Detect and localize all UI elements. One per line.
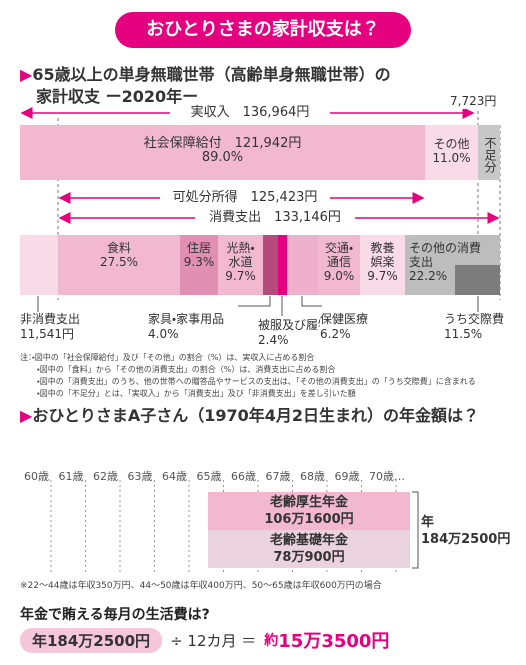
age-label: 63歳 <box>127 470 153 483</box>
prefix: 約 <box>264 633 279 649</box>
label: その他の消費 <box>409 241 482 255</box>
social-segment <box>455 265 500 295</box>
label: 水道 <box>228 255 253 269</box>
note: ・図中の「食料」から「その他の消費支出」の割合（%）は、消費支出に占める割合 <box>37 365 336 374</box>
pension-total: 年 184万2500円 <box>421 514 510 548</box>
expense-segment: 教養 娯楽 9.7% <box>360 235 405 295</box>
amount: 184万2500円 <box>421 532 511 547</box>
notes: 注：・図中の「社会保障給付」及び「その他」の割合（%）は、実収入に占める割合 ・… <box>20 352 476 400</box>
share: 9.0% <box>323 269 355 283</box>
below-label: うち交際費 11.5% <box>444 312 505 342</box>
header-title: おひとりさまの家計収支は？ <box>115 12 411 48</box>
income-segment: 社会保障給付 121,942円 89.0% <box>20 125 425 180</box>
share: 89.0% <box>201 150 244 165</box>
name: 老齢基礎年金 <box>269 533 348 548</box>
value: 4.0% <box>148 327 179 341</box>
expense-segment: 交通・ 通信 9.0% <box>318 235 360 295</box>
amount: 106万1600円 <box>264 512 354 527</box>
expense-segment: 住居 9.3% <box>180 235 218 295</box>
result: 15万3500円 <box>278 631 390 652</box>
value: 11.5% <box>444 327 483 341</box>
label: 保健医療 <box>320 312 369 326</box>
label: 教養 <box>370 241 395 255</box>
label: 交通・ <box>324 241 354 255</box>
clothing-segment <box>278 235 287 295</box>
bracket <box>412 491 419 569</box>
benefit: 老齢厚生年金 106万1600円 <box>208 492 410 530</box>
label: 支出 <box>409 255 434 269</box>
label: 家具・家事用品 <box>148 312 225 326</box>
name: 老齢厚生年金 <box>269 495 348 510</box>
age-label: 70歳… <box>369 470 405 483</box>
share: 22.2% <box>409 269 448 283</box>
expense-segment: 光熱・ 水道 9.7% <box>218 235 263 295</box>
label: 食料 <box>106 241 131 255</box>
section-title: ▶65歳以上の単身無職世帯（高齢単身無職世帯）の 家計収支 ー2020年ー <box>20 64 391 108</box>
note: ・図中の「消費支出」のうち、他の世帯への贈答品やサービスの支出は、「その他の消費… <box>37 377 476 386</box>
share: 27.5% <box>99 255 139 269</box>
age-label: 62歳 <box>93 470 118 483</box>
age-label: 64歳 <box>162 470 187 483</box>
label: 年 <box>421 515 435 530</box>
shortfall-segment: 不足分 <box>478 125 500 180</box>
title-line: 65歳以上の単身無職世帯（高齢単身無職世帯）の <box>32 65 391 84</box>
non-consumption-segment <box>20 235 58 295</box>
expense-segment: 食料 27.5% <box>58 235 180 295</box>
consumption-total: 消費支出 133,146円 <box>195 210 355 226</box>
leader <box>238 296 271 307</box>
age-label: 67歳 <box>265 470 291 483</box>
label: 住居 <box>186 241 211 255</box>
label: 光熱・ <box>226 241 255 255</box>
footnote: ※22～44歳は年収350万円、44～50歳は年収400万円、50～65歳は年収… <box>20 581 382 591</box>
label: 娯楽 <box>370 255 395 269</box>
share: 9.7% <box>367 269 398 283</box>
below-label: 家具・家事用品 4.0% <box>148 312 225 342</box>
below-label: 保健医療 6.2% <box>320 312 369 342</box>
note: ・図中の「不足分」とは、「実収入」から「消費支出」及び「非消費支出」を差し引いた… <box>37 389 356 398</box>
title: おひとりさまA子さん（1970年4月2日生まれ）の年金額は？ <box>32 406 480 425</box>
below-label: 被服及び履物 2.4% <box>258 318 331 348</box>
furniture-segment <box>263 235 278 295</box>
divisor: ÷ 12カ月 ＝ <box>170 631 257 650</box>
leader <box>301 296 322 307</box>
share: 11.0% <box>432 151 471 165</box>
annual: 年184万2500円 <box>20 627 163 653</box>
label: 非消費支出 <box>20 312 81 326</box>
calc: 年184万2500円 ÷ 12カ月 ＝ 約 15万3500円 <box>20 627 390 653</box>
marker: ▶ <box>20 406 33 425</box>
age-label: 61歳 <box>58 470 84 483</box>
label: その他 <box>433 137 470 151</box>
label: うち交際費 <box>444 312 505 326</box>
health-segment <box>287 235 318 295</box>
note: 注：・図中の「社会保障給付」及び「その他」の割合（%）は、実収入に占める割合 <box>20 353 315 362</box>
share: 9.3% <box>183 255 215 269</box>
value: 2.4% <box>258 333 289 347</box>
question: 年金で賄える毎月の生活費は? <box>20 607 210 623</box>
benefit: 老齢基礎年金 78万900円 <box>208 530 410 568</box>
title-line: 家計収支 ー2020年ー <box>36 87 199 106</box>
shortfall-amount: 7,723円 <box>450 92 497 109</box>
label: 被服及び履物 <box>258 318 331 332</box>
amount: 78万900円 <box>273 550 345 565</box>
age-label: 66歳 <box>231 470 256 483</box>
disposable: 可処分所得 125,423円 <box>160 190 330 206</box>
age-label: 69歳 <box>334 470 360 483</box>
label: 社会保障給付 121,942円 <box>143 136 302 151</box>
age-label: 65歳 <box>196 470 222 483</box>
leaders <box>37 296 479 316</box>
income-segment: その他 11.0% <box>425 125 478 180</box>
value: 6.2% <box>320 327 351 341</box>
marker: ▶ <box>20 65 33 84</box>
below-label: 非消費支出 11,541円 <box>20 312 81 342</box>
age-label: 68歳 <box>300 470 325 483</box>
age-label: 60歳 <box>24 470 49 483</box>
share: 9.7% <box>225 269 256 283</box>
label: 通信 <box>326 255 351 269</box>
value: 11,541円 <box>20 327 74 341</box>
section-title: ▶おひとりさまA子さん（1970年4月2日生まれ）の年金額は？ <box>20 405 479 427</box>
income-total: 実収入 136,964円 <box>170 105 330 121</box>
